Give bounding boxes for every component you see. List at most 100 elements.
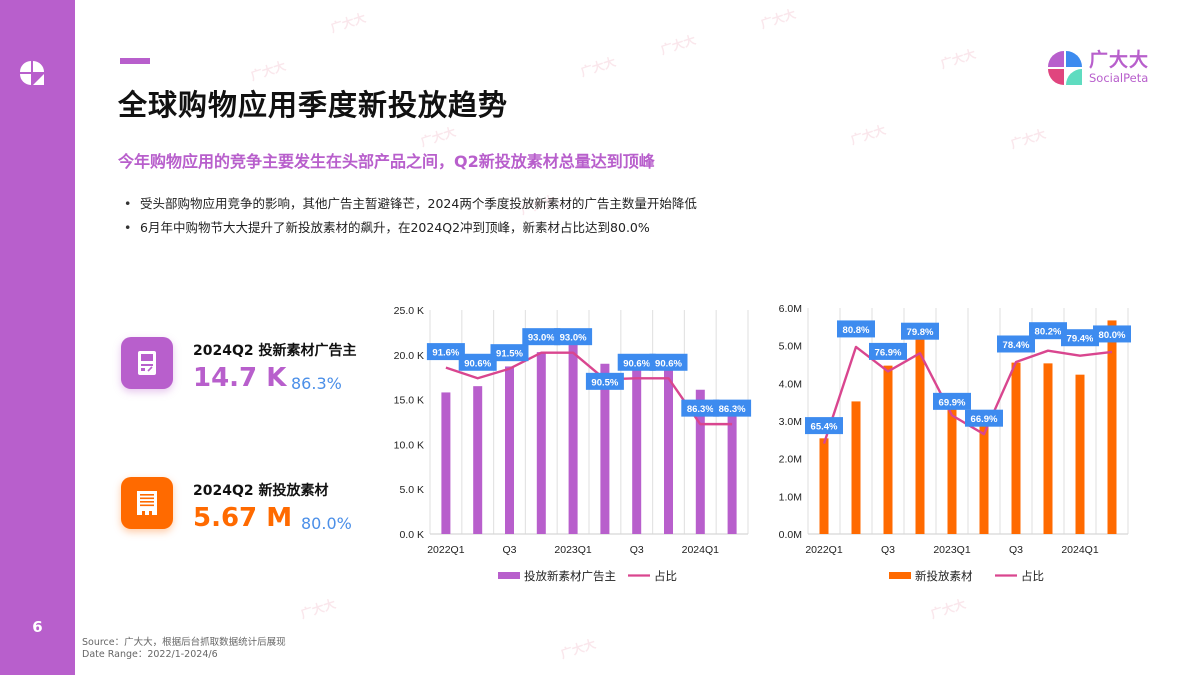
- data-label: 86.3%: [713, 399, 752, 417]
- svg-text:投放新素材广告主: 投放新素材广告主: [524, 569, 616, 583]
- sidebar: 6: [0, 0, 75, 675]
- bar: [664, 363, 673, 534]
- svg-text:76.9%: 76.9%: [875, 347, 902, 358]
- creative-list-icon: [121, 477, 173, 529]
- data-label: 78.4%: [997, 335, 1035, 353]
- data-label: 65.4%: [805, 417, 843, 435]
- svg-text:2022Q1: 2022Q1: [427, 544, 465, 556]
- page-number: 6: [32, 618, 43, 636]
- bar: [851, 401, 861, 534]
- svg-text:占比: 占比: [654, 569, 677, 583]
- data-label: 76.9%: [869, 342, 907, 360]
- svg-text:79.4%: 79.4%: [1067, 334, 1094, 345]
- bar: [473, 386, 483, 534]
- data-label: 90.5%: [585, 372, 624, 390]
- svg-text:0.0 K: 0.0 K: [399, 529, 424, 541]
- svg-text:1.0M: 1.0M: [779, 491, 802, 503]
- svg-text:20.0 K: 20.0 K: [394, 350, 424, 362]
- watermark: 广大大: [418, 124, 458, 150]
- data-label: 79.4%: [1061, 329, 1099, 347]
- svg-text:78.4%: 78.4%: [1003, 340, 1030, 351]
- svg-text:2.0M: 2.0M: [779, 454, 802, 466]
- data-label: 79.8%: [901, 322, 939, 340]
- kpi-percentage: 86.3%: [291, 374, 342, 393]
- page-title: 全球购物应用季度新投放趋势: [118, 88, 509, 122]
- svg-text:80.8%: 80.8%: [843, 325, 870, 336]
- source-text: Source：广大大，根据后台抓取数据统计后展现: [82, 637, 286, 648]
- bar: [819, 438, 829, 534]
- date-range-text: Date Range：2022/1-2024/6: [82, 649, 218, 660]
- kpi-label: 2024Q2 投新素材广告主: [193, 343, 357, 359]
- data-label: 90.6%: [458, 353, 497, 371]
- bar: [1011, 362, 1021, 534]
- watermark: 广大大: [298, 596, 338, 622]
- bar: [915, 334, 925, 534]
- data-label: 86.3%: [681, 399, 720, 417]
- advertisers-chart: 0.0 K 5.0 K 10.0 K 15.0 K 20.0 K 25.0 K 2022Q1…: [380, 296, 760, 591]
- svg-text:6.0M: 6.0M: [779, 303, 802, 315]
- svg-text:Q3: Q3: [630, 544, 644, 556]
- watermark: 广大大: [758, 6, 798, 32]
- brand-name-cn: 广大大: [1089, 49, 1150, 72]
- footer-source: Source：广大大，根据后台抓取数据统计后展现 Date Range：2022…: [82, 637, 286, 661]
- title-accent-bar: [120, 58, 150, 64]
- chart-legend: 投放新素材广告主 占比: [498, 569, 677, 583]
- svg-text:90.6%: 90.6%: [623, 358, 650, 369]
- bar: [1107, 320, 1117, 534]
- svg-text:Q3: Q3: [881, 544, 895, 556]
- bullet-list: 受头部购物应用竞争的影响，其他广告主暂避锋芒，2024两个季度投放新素材的广告主…: [120, 196, 697, 244]
- svg-text:66.9%: 66.9%: [971, 414, 998, 425]
- svg-text:5.0 K: 5.0 K: [399, 484, 424, 496]
- data-label: 91.6%: [426, 343, 465, 361]
- svg-text:3.0M: 3.0M: [779, 416, 802, 428]
- svg-text:93.0%: 93.0%: [528, 333, 555, 344]
- svg-text:65.4%: 65.4%: [811, 422, 838, 433]
- watermark: 广大大: [248, 58, 288, 84]
- data-label: 93.0%: [522, 328, 561, 346]
- svg-text:占比: 占比: [1021, 569, 1044, 583]
- bar: [632, 363, 642, 534]
- svg-text:69.9%: 69.9%: [939, 397, 966, 408]
- svg-text:93.0%: 93.0%: [560, 333, 587, 344]
- watermark: 广大大: [938, 46, 978, 72]
- svg-text:4.0M: 4.0M: [779, 378, 802, 390]
- data-label: 66.9%: [965, 409, 1003, 427]
- svg-text:2024Q1: 2024Q1: [1061, 544, 1099, 556]
- svg-text:80.0%: 80.0%: [1099, 330, 1126, 341]
- svg-text:2023Q1: 2023Q1: [933, 544, 971, 556]
- brand-logo-icon: [20, 61, 44, 85]
- data-label: 80.2%: [1029, 322, 1067, 340]
- bar: [536, 352, 546, 534]
- bullet-item: 6月年中购物节大大提升了新投放素材的飙升，在2024Q2冲到顶峰，新素材占比达到…: [120, 220, 697, 236]
- creatives-chart: 0.0M 1.0M 2.0M 3.0M 4.0M 5.0M 6.0M 2022Q1 Q3 2023…: [760, 296, 1150, 591]
- bar: [947, 398, 957, 534]
- data-label: 90.6%: [649, 353, 688, 371]
- svg-text:91.5%: 91.5%: [496, 349, 523, 360]
- svg-text:Q3: Q3: [502, 544, 516, 556]
- svg-text:2024Q1: 2024Q1: [682, 544, 720, 556]
- watermark: 广大大: [928, 596, 968, 622]
- socialpeta-logo-icon: [1048, 51, 1082, 85]
- kpi-label: 2024Q2 新投放素材: [193, 483, 329, 499]
- brand-logo: 广大大 SocialPeta: [1047, 50, 1149, 86]
- data-label: 93.0%: [554, 328, 593, 346]
- bar: [727, 402, 737, 534]
- bar: [883, 365, 893, 534]
- bar: [1043, 363, 1053, 534]
- svg-text:10.0 K: 10.0 K: [394, 439, 424, 451]
- bar: [979, 423, 989, 534]
- document-icon: [121, 337, 173, 389]
- svg-text:2022Q1: 2022Q1: [805, 544, 843, 556]
- watermark: 广大大: [1008, 126, 1048, 152]
- brand-name-en: SocialPeta: [1089, 71, 1149, 86]
- bullet-item: 受头部购物应用竞争的影响，其他广告主暂避锋芒，2024两个季度投放新素材的广告主…: [120, 196, 697, 212]
- svg-text:15.0 K: 15.0 K: [394, 395, 424, 407]
- kpi-percentage: 80.0%: [301, 514, 352, 533]
- kpi-value: 5.67 M: [193, 503, 293, 533]
- page-subtitle: 今年购物应用的竞争主要发生在头部产品之间，Q2新投放素材总量达到顶峰: [118, 152, 655, 171]
- watermark: 广大大: [578, 54, 618, 80]
- chart-legend: 新投放素材 占比: [889, 569, 1044, 583]
- svg-text:Q3: Q3: [1009, 544, 1023, 556]
- data-label: 90.6%: [617, 353, 656, 371]
- bar: [695, 389, 705, 534]
